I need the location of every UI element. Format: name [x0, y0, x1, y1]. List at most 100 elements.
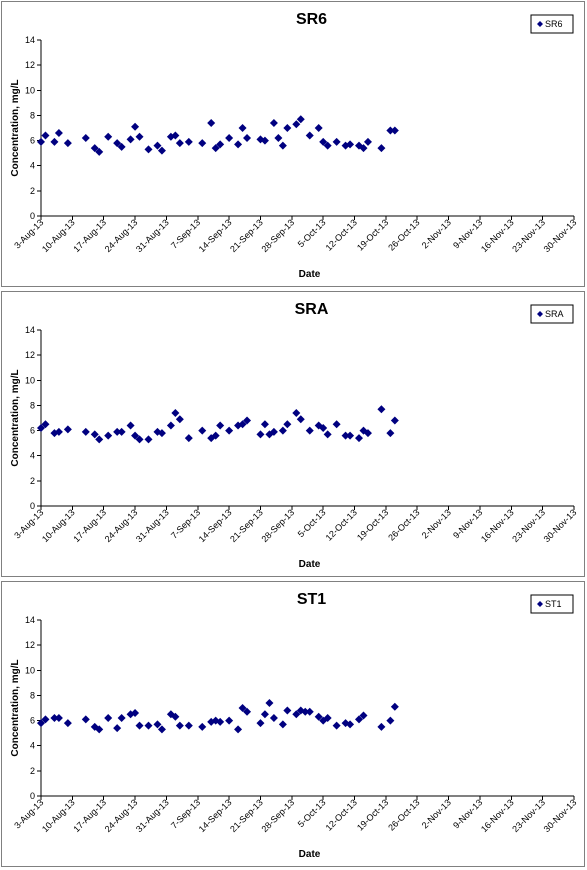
x-tick-label: 5-Oct-13 [296, 507, 328, 539]
data-point [198, 722, 207, 731]
data-point [225, 426, 234, 435]
data-point [81, 134, 90, 143]
data-point [319, 716, 328, 725]
x-tick-label: 16-Nov-13 [479, 797, 516, 834]
chart-svg: ST1024681012143-Aug-1310-Aug-1317-Aug-13… [10, 591, 579, 860]
data-point [346, 431, 355, 440]
chart-panel-0: SR6 0 2 4 6 8 10 12 14 3-Aug-13 10-Aug-13 17-Aug-13… [1, 1, 585, 287]
y-tick-label: 4 [30, 451, 35, 461]
data-point [377, 144, 386, 153]
data-point [269, 427, 278, 436]
legend: SR6 [530, 14, 574, 34]
data-point [332, 721, 341, 730]
data-point [363, 137, 372, 146]
data-point [184, 721, 193, 730]
data-point [153, 720, 162, 729]
data-point [171, 712, 180, 721]
data-point [216, 421, 225, 430]
data-point [153, 141, 162, 150]
x-tick-label: 17-Aug-13 [71, 507, 108, 544]
data-point [265, 698, 274, 707]
data-point [256, 719, 265, 728]
x-tick-label: 16-Nov-13 [479, 507, 516, 544]
y-tick-label: 12 [25, 350, 35, 360]
y-tick-label: 2 [30, 186, 35, 196]
x-tick-label: 23-Nov-13 [510, 797, 547, 834]
data-point [278, 141, 287, 150]
x-tick-label: 28-Sep-13 [259, 217, 296, 254]
data-point [323, 430, 332, 439]
data-point [341, 431, 350, 440]
x-tick-label: 26-Oct-13 [386, 507, 421, 542]
data-point [184, 137, 193, 146]
x-tick-label: 19-Oct-13 [355, 507, 390, 542]
chart-title: SRA [295, 301, 329, 318]
data-point [157, 725, 166, 734]
chart-panel-1: SRA 0 2 4 6 8 10 12 14 3-Aug-13 10-Aug-13 17-Aug-13… [1, 291, 585, 577]
x-tick-label: 17-Aug-13 [71, 797, 108, 834]
chart-svg: SR6024681012143-Aug-1310-Aug-1317-Aug-13… [10, 11, 578, 280]
x-tick-label: 24-Aug-13 [103, 217, 140, 254]
data-point [113, 427, 122, 436]
y-tick-label: 0 [30, 211, 35, 221]
data-point [314, 712, 323, 721]
x-axis-label: Date [299, 269, 321, 280]
x-tick-label: 10-Aug-13 [40, 797, 77, 834]
data-point [198, 426, 207, 435]
data-point [54, 427, 63, 436]
data-point [332, 137, 341, 146]
x-tick-label: 19-Oct-13 [355, 797, 390, 832]
data-point [292, 120, 301, 129]
data-point [359, 711, 368, 720]
legend-label: ST1 [545, 599, 562, 609]
x-tick-label: 12-Oct-13 [324, 797, 359, 832]
data-point [95, 147, 104, 156]
data-point [238, 124, 247, 132]
x-tick-label: 30-Nov-13 [542, 797, 579, 834]
data-point [243, 416, 252, 425]
data-point [216, 717, 225, 726]
data-point [283, 124, 292, 132]
data-point [305, 707, 314, 716]
data-point [243, 707, 252, 716]
data-point [390, 416, 399, 425]
y-tick-label: 8 [30, 690, 35, 700]
data-point [131, 431, 140, 440]
data-point [211, 431, 220, 440]
data-point [386, 716, 395, 725]
data-point [95, 725, 104, 734]
legend-label: SR6 [545, 19, 563, 29]
data-point [41, 715, 50, 724]
data-point [278, 720, 287, 729]
data-point [386, 126, 395, 135]
data-point [305, 426, 314, 435]
data-point [104, 714, 113, 723]
x-tick-label: 24-Aug-13 [103, 797, 140, 834]
data-point [41, 131, 50, 140]
data-point [157, 146, 166, 155]
data-point [113, 139, 122, 148]
y-tick-label: 6 [30, 426, 35, 436]
x-tick-label: 30-Nov-13 [542, 507, 579, 544]
data-point [225, 134, 234, 143]
data-point [390, 702, 399, 711]
x-tick-label: 14-Sep-13 [197, 217, 234, 254]
data-point [144, 145, 153, 154]
data-point [292, 710, 301, 719]
x-tick-label: 14-Sep-13 [197, 507, 234, 544]
data-point [175, 415, 184, 424]
data-point [256, 430, 265, 439]
x-tick-label: 23-Nov-13 [510, 507, 547, 544]
data-point [175, 139, 184, 148]
x-tick-label: 17-Aug-13 [71, 217, 108, 254]
y-tick-label: 4 [30, 741, 35, 751]
data-point [126, 710, 135, 719]
data-point [355, 715, 364, 724]
data-point [131, 709, 140, 718]
data-point [63, 139, 72, 148]
chart-title: ST1 [297, 591, 326, 608]
y-tick-label: 0 [30, 791, 35, 801]
data-point [225, 716, 234, 725]
data-point [207, 717, 216, 726]
x-tick-label: 24-Aug-13 [103, 507, 140, 544]
